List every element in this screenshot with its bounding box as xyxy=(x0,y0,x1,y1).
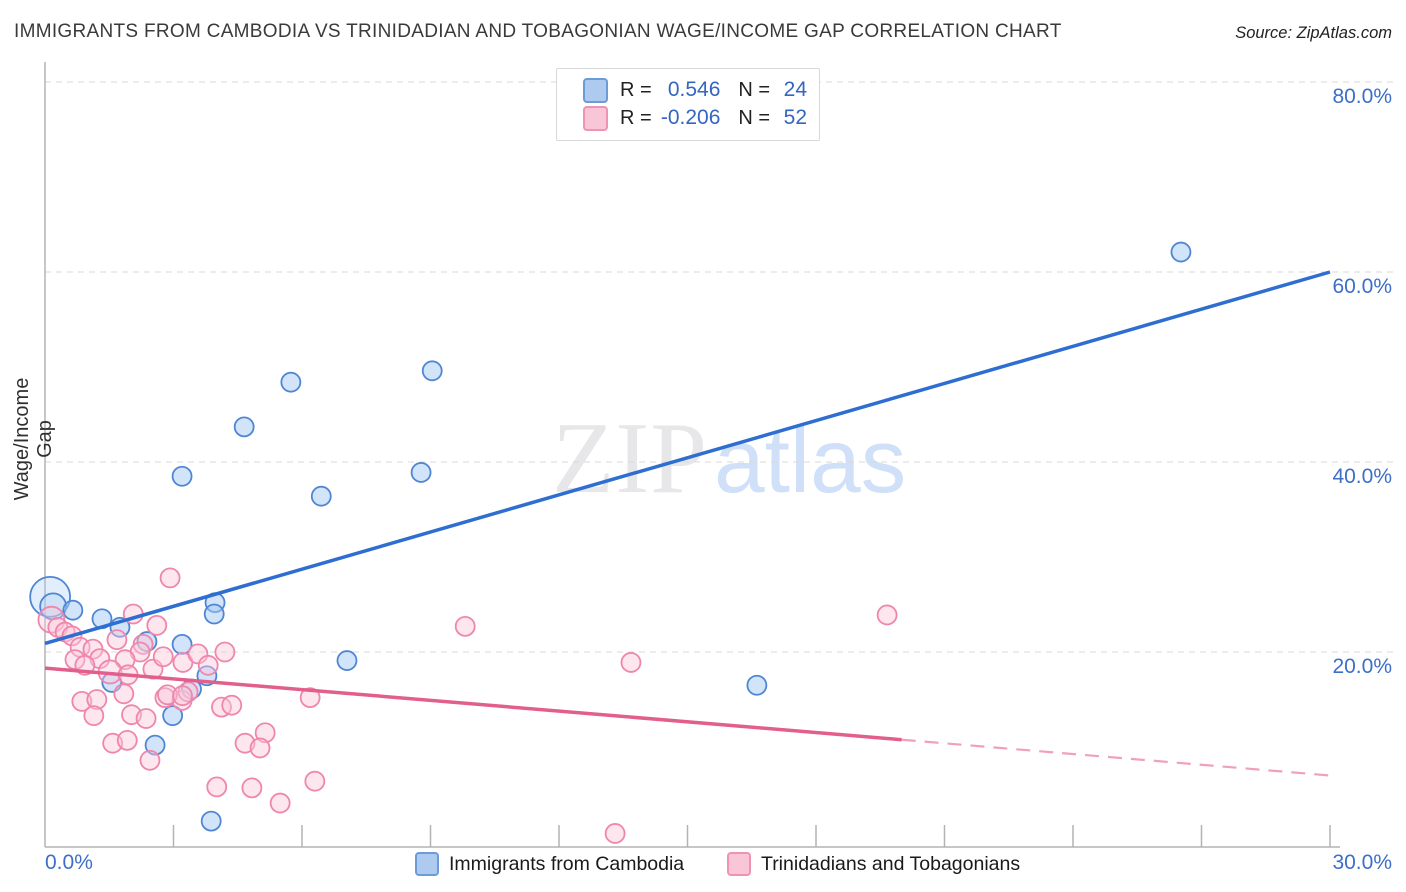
x-axis-label-max: 30.0% xyxy=(1332,851,1392,874)
y-axis-title: Wage/Income Gap xyxy=(11,377,56,501)
data-point-trinidadian xyxy=(152,646,174,668)
data-point-trinidadian xyxy=(454,615,476,637)
data-point-cambodia xyxy=(62,599,84,621)
data-point-trinidadian xyxy=(876,604,898,626)
data-point-trinidadian xyxy=(113,683,135,705)
data-point-trinidadian xyxy=(135,708,157,729)
data-point-cambodia xyxy=(310,485,332,507)
data-point-trinidadian xyxy=(249,737,271,759)
data-point-trinidadian xyxy=(86,689,108,710)
trend-line-cambodia xyxy=(44,270,1331,646)
scatter-chart: ZIP atlas Wage/Income Gap 80.0% 60.0% 40… xyxy=(0,48,1406,892)
n-value-trinidadian: 52 xyxy=(783,106,807,129)
legend-item-trinidadian: Trinidadians and Tobagonians xyxy=(727,850,1020,878)
title-bar: IMMIGRANTS FROM CAMBODIA VS TRINIDADIAN … xyxy=(0,0,1406,48)
n-value-cambodia: 24 xyxy=(783,78,807,101)
r-value-cambodia: 0.546 xyxy=(667,78,721,101)
data-point-trinidadian xyxy=(172,685,193,707)
data-point-trinidadian xyxy=(206,776,228,798)
trend-line-trinidadian xyxy=(44,666,902,742)
data-point-trinidadian xyxy=(146,615,168,636)
data-point-trinidadian xyxy=(241,777,263,799)
y-axis-tick-label-40: 40.0% xyxy=(1332,465,1392,488)
data-point-cambodia xyxy=(1170,241,1192,263)
data-point-trinidadian xyxy=(154,687,176,708)
stats-row-trinidadian: R = -0.206 N = 52 xyxy=(583,104,807,132)
data-point-trinidadian xyxy=(221,694,243,716)
x-axis-label-min: 0.0% xyxy=(45,851,93,874)
data-point-trinidadian xyxy=(114,649,136,670)
data-point-cambodia xyxy=(200,810,222,832)
data-point-trinidadian xyxy=(254,722,276,744)
n-label: N = xyxy=(738,78,776,101)
trend-line-extrapolated xyxy=(901,738,1331,777)
source-attribution: Source: ZipAtlas.com xyxy=(1235,24,1392,42)
data-point-trinidadian xyxy=(197,654,219,676)
data-point-cambodia xyxy=(203,603,225,625)
data-point-cambodia xyxy=(280,371,302,393)
data-point-cambodia xyxy=(144,734,166,756)
legend-label-trinidadian: Trinidadians and Tobagonians xyxy=(761,852,1021,875)
data-point-trinidadian xyxy=(269,792,291,814)
data-point-trinidadian xyxy=(139,749,161,771)
pink-series-swatch xyxy=(583,105,608,131)
data-point-trinidadian xyxy=(604,823,626,844)
y-axis-tick-label-60: 60.0% xyxy=(1332,275,1392,298)
data-point-trinidadian xyxy=(214,641,236,663)
r-label: R = xyxy=(620,78,658,101)
data-point-trinidadian xyxy=(106,629,128,651)
data-point-cambodia xyxy=(171,634,193,655)
data-point-trinidadian xyxy=(620,652,642,673)
stats-row-cambodia: R = 0.546 N = 24 xyxy=(583,76,807,104)
legend-item-cambodia: Immigrants from Cambodia xyxy=(415,850,684,878)
data-point-cambodia xyxy=(421,360,443,382)
data-point-cambodia xyxy=(162,705,184,727)
blue-series-swatch xyxy=(583,77,608,103)
n-label: N = xyxy=(738,106,776,129)
page-title: IMMIGRANTS FROM CAMBODIA VS TRINIDADIAN … xyxy=(14,21,1062,42)
data-point-cambodia xyxy=(171,465,193,487)
data-point-cambodia xyxy=(746,674,768,696)
r-label: R = xyxy=(620,106,658,129)
legend-label-cambodia: Immigrants from Cambodia xyxy=(449,852,685,875)
data-point-cambodia xyxy=(410,462,432,483)
data-point-trinidadian xyxy=(299,687,321,708)
y-axis-tick-label-80: 80.0% xyxy=(1332,85,1392,108)
data-point-trinidadian xyxy=(157,684,178,706)
pink-series-swatch xyxy=(727,852,751,876)
correlation-stats-legend: R = 0.546 N = 24 R = -0.206 N = 52 xyxy=(556,68,820,141)
data-point-cambodia xyxy=(233,416,255,438)
data-point-trinidadian xyxy=(116,729,138,751)
data-point-trinidadian xyxy=(83,705,105,727)
blue-series-swatch xyxy=(415,852,439,876)
y-axis-tick-label-20: 20.0% xyxy=(1332,655,1392,678)
data-point-trinidadian xyxy=(71,691,93,712)
r-value-trinidadian: -0.206 xyxy=(660,106,721,129)
data-point-trinidadian xyxy=(159,567,181,589)
data-point-cambodia xyxy=(336,650,358,671)
data-point-trinidadian xyxy=(304,770,326,792)
